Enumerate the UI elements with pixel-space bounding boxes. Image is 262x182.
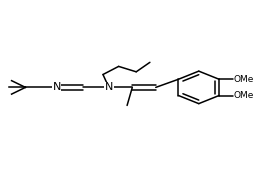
Text: N: N [105,82,113,92]
Text: OMe: OMe [234,91,254,100]
Text: OMe: OMe [234,75,254,84]
Text: N: N [53,82,61,92]
